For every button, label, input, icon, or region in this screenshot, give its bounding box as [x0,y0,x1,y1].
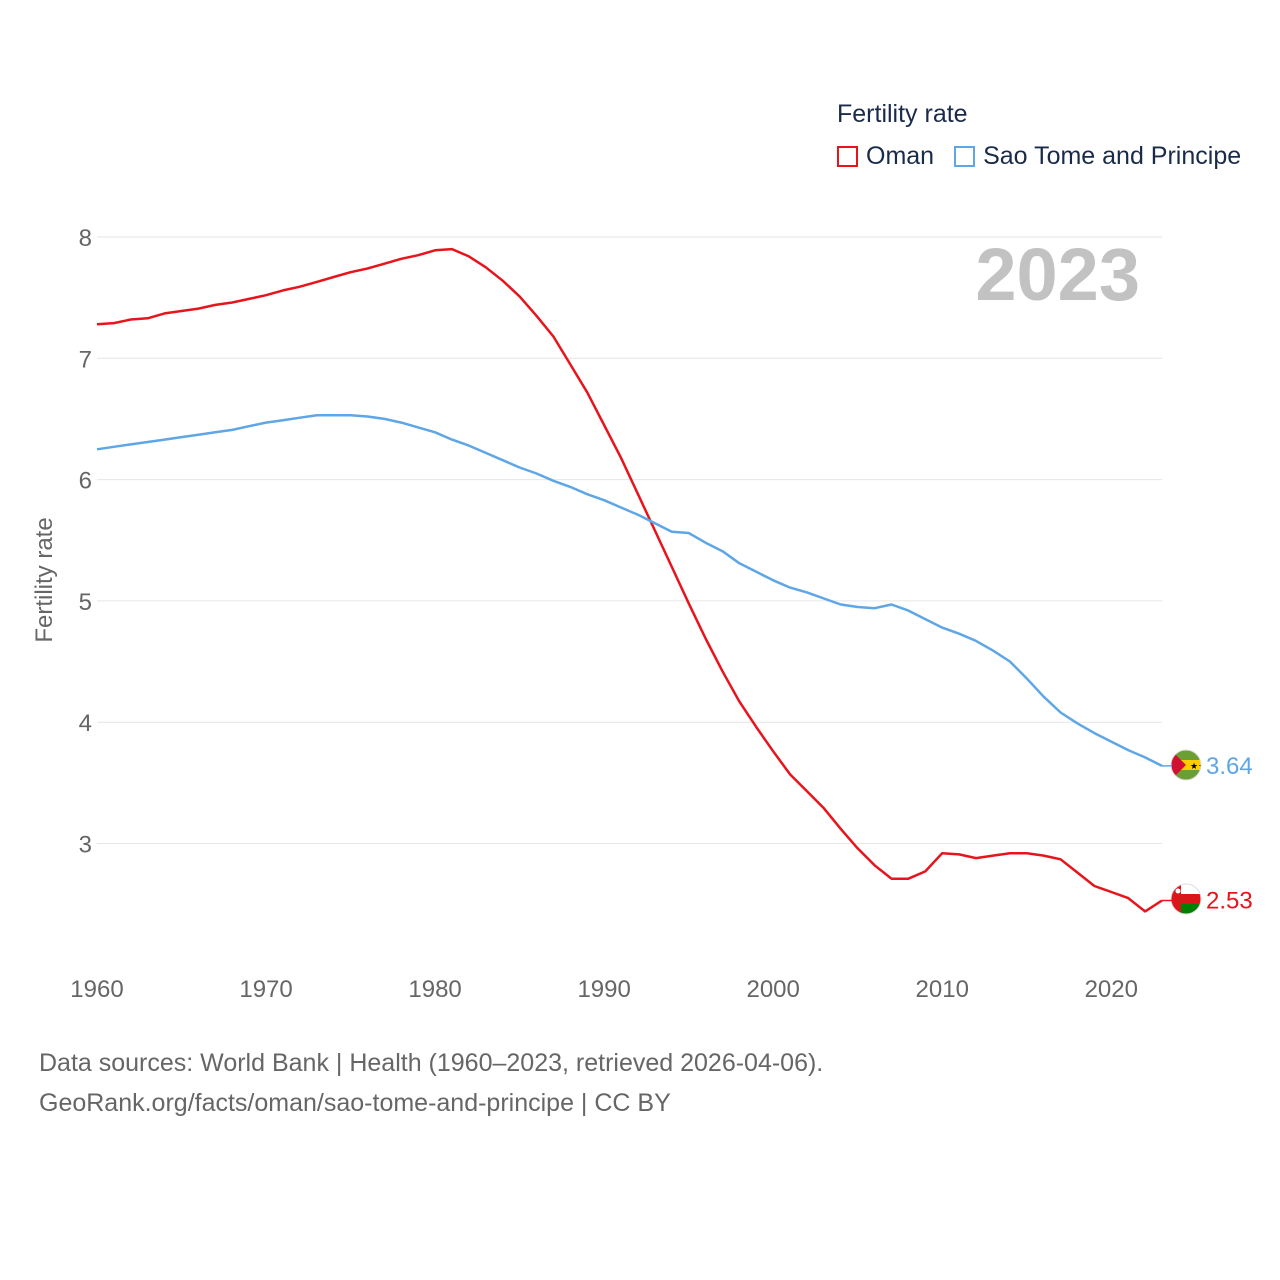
x-tick-label: 1970 [239,976,292,1003]
x-tick-label: 1990 [577,976,630,1003]
series-line-oman [96,247,1163,913]
legend: Oman Sao Tome and Principe [837,142,1261,171]
y-tick-label: 5 [79,589,92,616]
legend-label-sao-tome: Sao Tome and Principe [983,142,1242,170]
series-lines [96,247,1163,913]
x-tick-label: 2020 [1085,976,1138,1003]
y-axis-ticks: 3 4 5 6 7 8 [79,225,92,859]
y-tick-label: 4 [79,710,92,737]
data-sources: Data sources: World Bank | Health (1960–… [39,1043,823,1123]
legend-item-sao-tome[interactable]: Sao Tome and Principe [954,142,1241,171]
oman-flag-icon [1171,884,1201,914]
sources-line-2[interactable]: GeoRank.org/facts/oman/sao-tome-and-prin… [39,1089,671,1117]
year-label: 2023 [975,233,1140,316]
x-tick-label: 2010 [916,976,969,1003]
x-tick-label: 2000 [746,976,799,1003]
gridlines [97,236,1162,844]
y-tick-label: 3 [79,832,92,859]
sources-line-1: Data sources: World Bank | Health (1960–… [39,1049,824,1077]
y-tick-label: 8 [79,225,92,252]
y-tick-label: 7 [79,346,92,373]
legend-swatch-sao-tome [954,146,976,167]
end-label-oman: 2.53 [1206,888,1253,915]
sao-tome-flag-icon: ★★ [1171,750,1206,780]
x-tick-label: 1960 [70,976,123,1003]
legend-label-oman: Oman [866,142,935,170]
legend-item-oman[interactable]: Oman [837,142,934,171]
x-axis-ticks: 1960 1970 1980 1990 2000 2010 2020 [70,976,1138,1003]
y-axis-label: Fertility rate [31,517,58,642]
end-labels: 2.53 3.64 [1162,753,1253,915]
legend-title: Fertility rate [837,100,968,128]
series-line-sao-tome-and-principe [96,414,1163,768]
end-label-sao-tome-and-principe: 3.64 [1206,753,1253,780]
y-tick-label: 6 [79,468,92,495]
x-tick-label: 1980 [408,976,461,1003]
svg-text:★★: ★★ [1190,762,1206,772]
legend-swatch-oman [837,146,858,167]
